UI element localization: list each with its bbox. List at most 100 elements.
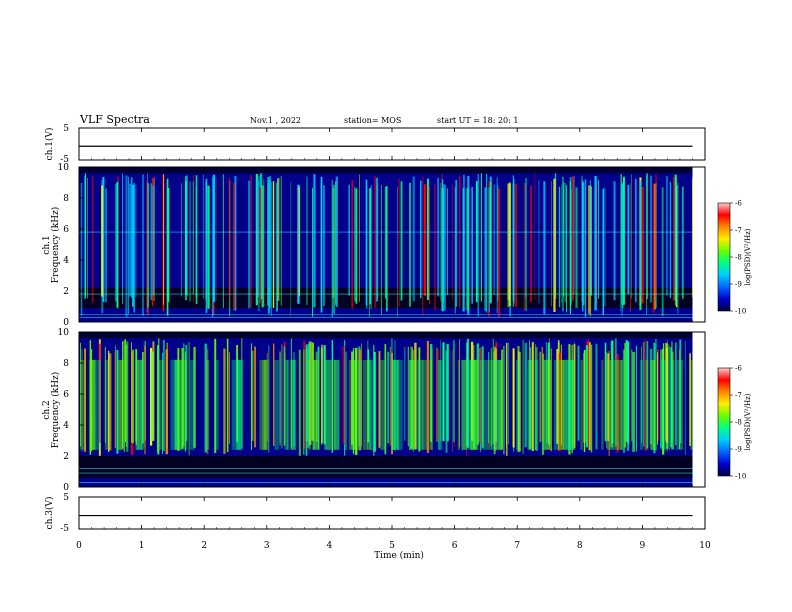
spectrogram-streak — [639, 180, 642, 297]
spectrogram-streak — [493, 351, 496, 455]
spectrogram-streak — [677, 182, 679, 314]
spectrogram-streak — [216, 177, 217, 299]
spectrogram-emission-patch — [553, 359, 559, 450]
spectrogram-streak — [128, 176, 129, 315]
spectrogram-emission-patch — [409, 359, 417, 450]
spectrogram-emission-patch — [473, 359, 476, 450]
spectrogram-streak — [404, 346, 406, 441]
colorbar-tick-label: -9 — [735, 281, 742, 289]
spectrogram-streak — [315, 351, 318, 442]
spectrogram-streak — [311, 342, 314, 441]
spectrogram-streak — [503, 345, 505, 455]
spectrogram-streak — [635, 345, 637, 452]
spectrogram-emission-patch — [274, 359, 279, 450]
spectrogram-streak — [394, 340, 396, 452]
colorbar-tick-label: -10 — [735, 473, 746, 481]
spectrogram-ytick-label: 8 — [63, 194, 69, 204]
spectrogram-streak — [80, 182, 83, 316]
spectrogram-streak — [268, 345, 270, 453]
spectrogram-streak — [475, 181, 478, 303]
date-label: Nov.1 , 2022 — [250, 116, 301, 125]
spectrogram-streak — [277, 177, 280, 301]
ch2-spectrogram-ylabel: Frequency (kHz) — [50, 372, 61, 449]
spectrogram-streak — [471, 186, 473, 304]
spectrogram-emission-patch — [362, 359, 368, 450]
spectrogram-streak — [258, 175, 260, 311]
ch3-ytick-top: 5 — [63, 493, 69, 503]
spectrogram-streak — [184, 351, 186, 452]
spectrogram-streak — [131, 352, 134, 455]
spectrogram-emission-patch — [562, 359, 566, 450]
spectrogram-emission-patch — [357, 359, 363, 450]
spectrogram-streak — [256, 180, 259, 297]
spectrogram-streak — [668, 346, 670, 450]
spectrogram-emission-patch — [264, 359, 267, 450]
spectrogram-streak — [387, 351, 390, 444]
spectrogram-streak — [583, 353, 585, 443]
spectrogram-streak — [410, 346, 413, 448]
spectrogram-ytick-label: 8 — [63, 359, 69, 369]
spectrogram-streak — [436, 349, 439, 441]
spectrogram-streak — [480, 173, 482, 302]
spectrogram-streak — [323, 185, 325, 307]
spectrogram-streak — [146, 180, 148, 313]
spectrogram-emission-patch — [104, 359, 109, 450]
spectrogram-streak — [572, 176, 574, 301]
spectrogram-streak — [489, 182, 492, 303]
spectrogram-streak — [373, 344, 375, 456]
spectrogram-streak — [675, 342, 677, 446]
spectrogram-streak — [488, 187, 490, 312]
spectrogram-streak — [427, 178, 429, 301]
ch1-colorbar-scale — [717, 202, 731, 312]
spectrogram-emission-patch — [206, 359, 210, 450]
spectrogram-streak — [679, 339, 682, 444]
spectrogram-emission-patch — [495, 359, 502, 450]
spectrogram-streak — [234, 176, 237, 311]
spectrogram-streak — [514, 183, 518, 307]
spectrogram-streak — [501, 349, 503, 450]
spectrogram-streak — [689, 353, 691, 446]
spectrogram-emission-patch — [234, 359, 241, 450]
spectrogram-emission-patch — [416, 359, 424, 450]
ch1-ytick-top: 5 — [63, 124, 69, 134]
spectrogram-streak — [266, 353, 268, 442]
spectrogram-streak — [583, 349, 586, 452]
start-ut-label: start UT = 18: 20: 1 — [437, 116, 518, 125]
spectrogram-streak — [283, 346, 286, 446]
spectrogram-emission-patch — [231, 359, 235, 450]
spectrogram-emission-patch — [569, 359, 574, 450]
spectrogram-streak — [317, 346, 320, 450]
spectrogram-streak — [518, 351, 521, 452]
spectrogram-streak — [355, 347, 358, 455]
spectrogram-emission-patch — [601, 359, 604, 450]
spectrogram-streak — [652, 183, 655, 313]
spectrogram-streak — [596, 182, 598, 305]
spectrogram-emission-patch — [382, 359, 387, 450]
spectrogram-emission-patch — [471, 359, 479, 450]
spectrogram-streak — [418, 347, 421, 452]
spectrogram-streak — [130, 177, 133, 298]
spectrogram-emission-patch — [461, 359, 467, 450]
spectrogram-streak — [385, 186, 388, 312]
spectrogram-dark-band — [79, 456, 693, 478]
spectrogram-emission-patch — [680, 359, 683, 450]
spectrogram-streak — [625, 340, 628, 442]
figure-title: VLF Spectra — [79, 113, 150, 126]
spectrogram-streak — [692, 178, 693, 298]
spectrogram-emission-patch — [650, 359, 656, 450]
spectrogram-streak — [195, 186, 198, 298]
spectrogram-emission-patch — [479, 359, 487, 450]
spectrogram-streak — [157, 345, 159, 455]
ch2-colorbar-scale — [717, 367, 731, 477]
spectrogram-streak — [556, 349, 559, 444]
spectrogram-streak — [352, 348, 355, 455]
spectrogram-streak — [666, 176, 668, 296]
spectrogram-streak — [206, 348, 209, 455]
spectrogram-streak — [479, 348, 482, 444]
spectrogram-streak — [446, 188, 448, 295]
spectrogram-streak — [535, 346, 538, 451]
spectrogram-streak — [553, 178, 556, 312]
spectrogram-streak — [454, 186, 456, 314]
spectrogram-top-band — [79, 167, 693, 174]
spectrogram-streak — [635, 178, 637, 303]
